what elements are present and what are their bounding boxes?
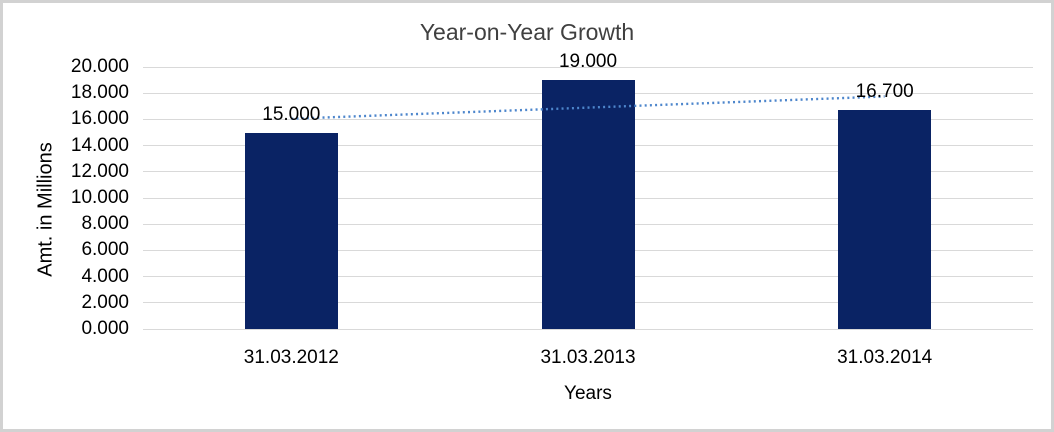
data-label: 15.000 (262, 103, 321, 125)
y-tick-label: 14.000 (70, 134, 129, 156)
bar-31.03.2013 (541, 80, 635, 329)
y-tick-label: 4.000 (81, 265, 129, 287)
y-tick-label: 18.000 (70, 82, 129, 104)
x-tick-label: 31.03.2014 (837, 347, 933, 368)
y-tick-label: 8.000 (81, 213, 129, 235)
bar-31.03.2012 (244, 132, 338, 329)
trendline (291, 95, 885, 120)
gridline (143, 66, 1033, 68)
gridline (143, 328, 1033, 330)
x-tick-label: 31.03.2013 (540, 347, 636, 368)
y-tick-label: 16.000 (70, 108, 129, 130)
y-tick-label: 12.000 (70, 160, 129, 182)
x-tick-label: 31.03.2012 (243, 347, 339, 368)
data-label: 16.700 (855, 81, 914, 103)
y-tick-label: 2.000 (81, 291, 129, 313)
chart-title: Year-on-Year Growth (419, 19, 635, 45)
y-tick-label: 10.000 (70, 187, 129, 208)
plot-area (143, 66, 1033, 330)
data-label: 19.000 (558, 51, 618, 73)
x-axis-title: Years (564, 383, 612, 404)
y-tick-label: 0.000 (81, 318, 129, 339)
y-tick-label: 20.000 (70, 56, 129, 77)
y-tick-label: 6.000 (81, 239, 129, 261)
bar-31.03.2014 (838, 110, 932, 329)
